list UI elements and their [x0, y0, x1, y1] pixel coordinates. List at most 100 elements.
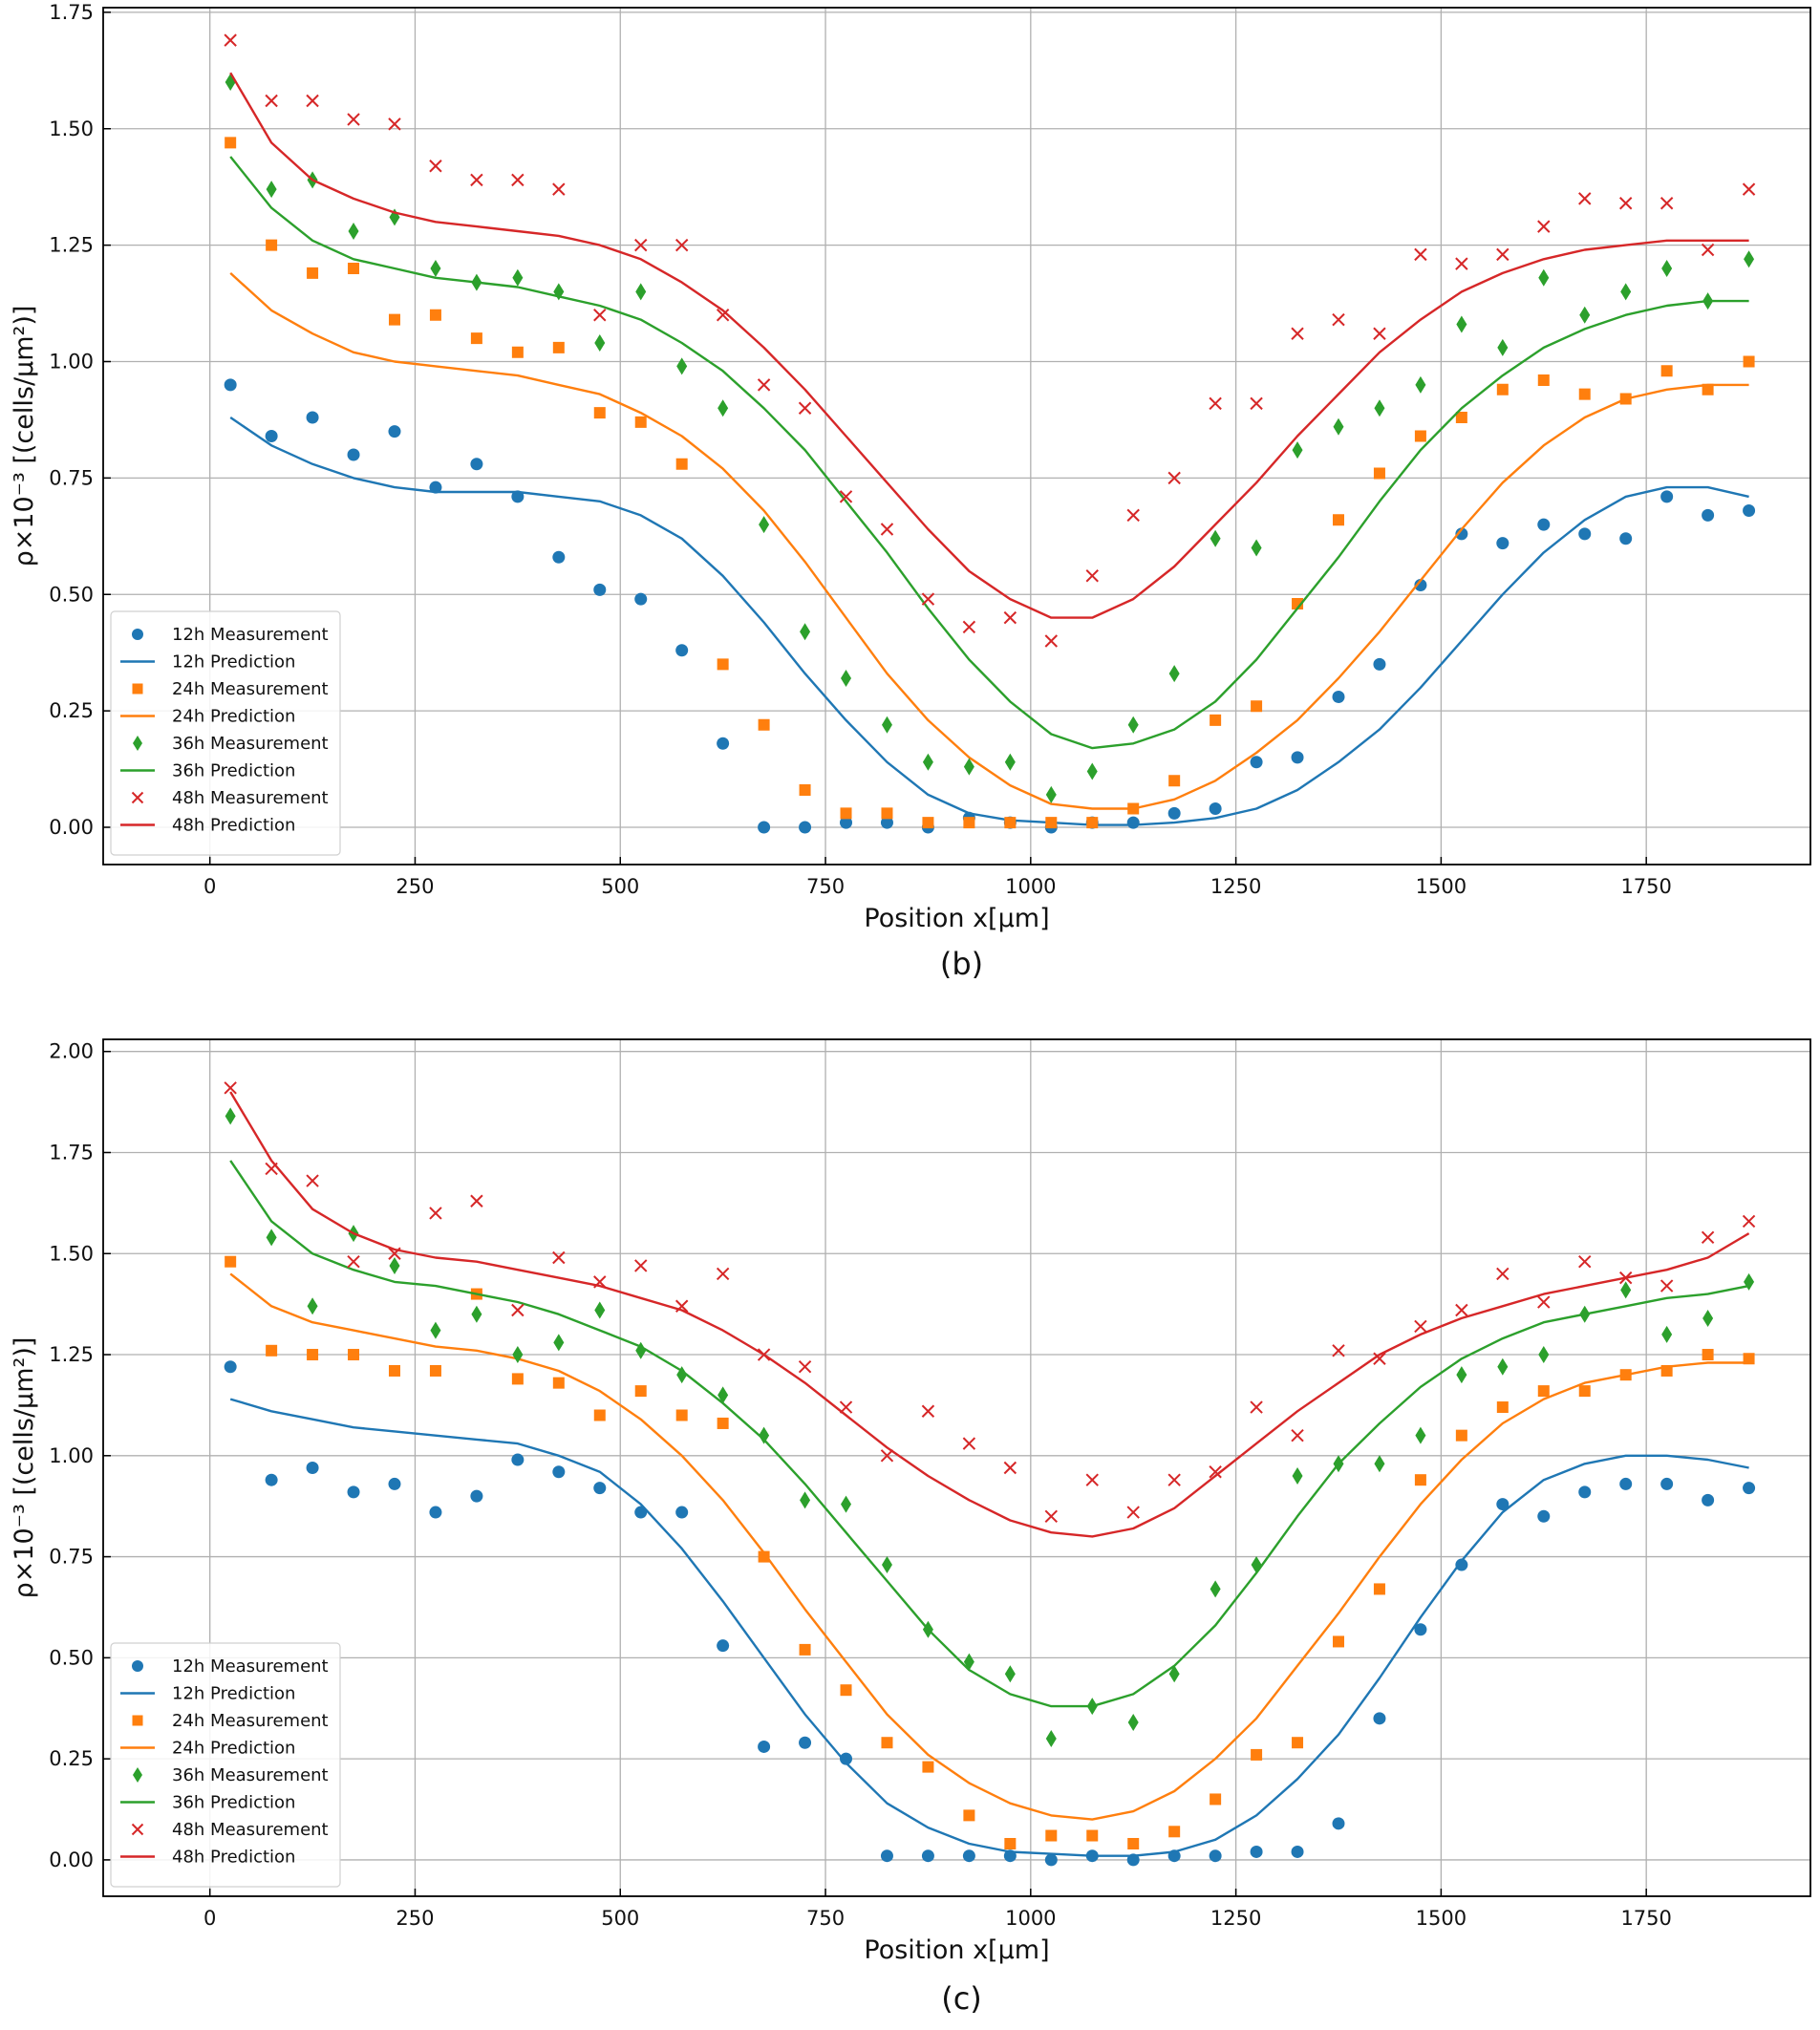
- data-point: [1168, 775, 1181, 787]
- data-point: [675, 644, 689, 657]
- data-point: [1414, 1623, 1427, 1636]
- data-point: [389, 1256, 400, 1274]
- x-tick-label: 1250: [1210, 875, 1261, 898]
- legend-label: 24h Measurement: [172, 1711, 329, 1731]
- data-point: [388, 1477, 401, 1490]
- data-point: [716, 1267, 730, 1281]
- data-point: [347, 1255, 360, 1269]
- data-point: [429, 1506, 442, 1519]
- data-point: [511, 490, 525, 503]
- x-tick-label: 250: [396, 1907, 434, 1930]
- data-point: [429, 481, 442, 494]
- data-point: [470, 1489, 483, 1503]
- legend: 12h Measurement 12h Prediction 24h Measure…: [110, 610, 341, 856]
- series-12h-measurement: [224, 378, 1756, 834]
- data-point: [1618, 197, 1633, 210]
- data-point: [759, 1426, 770, 1444]
- data-point: [1415, 375, 1426, 394]
- y-tick-label: 1.50: [49, 1242, 94, 1265]
- data-point: [841, 670, 852, 687]
- data-point: [388, 1364, 400, 1377]
- data-point: [593, 583, 607, 596]
- data-point: [1085, 1473, 1099, 1486]
- data-point: [1702, 1493, 1715, 1506]
- data-point: [921, 1849, 934, 1863]
- legend-label: 12h Measurement: [172, 1656, 329, 1677]
- data-point: [717, 737, 730, 750]
- data-point: [1332, 312, 1345, 327]
- data-point: [1167, 1473, 1181, 1486]
- data-point: [1414, 430, 1426, 442]
- data-point: [552, 182, 566, 196]
- data-point: [1744, 1272, 1755, 1291]
- data-point: [799, 1736, 812, 1749]
- data-point: [758, 1740, 771, 1753]
- series-line: [229, 1091, 1750, 1538]
- data-point: [265, 430, 278, 442]
- data-point: [1210, 529, 1221, 547]
- data-point: [1126, 816, 1140, 829]
- data-point: [1455, 412, 1467, 423]
- data-point: [841, 1495, 852, 1513]
- data-point: [1373, 1583, 1385, 1595]
- x-tick-label: 1750: [1620, 1907, 1671, 1930]
- legend-label: 24h Prediction: [172, 707, 295, 727]
- data-point: [265, 94, 278, 108]
- data-point: [675, 1409, 688, 1421]
- data-point: [717, 399, 729, 417]
- data-point: [1455, 1303, 1468, 1317]
- data-point: [1742, 182, 1756, 196]
- series-line: [229, 1160, 1749, 1708]
- chart-panel-c: 0 250 500 750 1000 1250 1500 1750 0.00 0.25 0.50 0.…: [10, 1038, 1811, 2017]
- data-point: [1578, 527, 1592, 541]
- data-point: [1659, 1279, 1674, 1293]
- y-tick-label: 1.00: [49, 1444, 94, 1467]
- data-point: [307, 1349, 319, 1361]
- data-point: [1292, 1737, 1304, 1749]
- data-point: [1578, 1385, 1591, 1398]
- data-point: [759, 516, 770, 534]
- data-point: [880, 523, 894, 536]
- data-point: [224, 1360, 237, 1374]
- data-point: [1414, 579, 1427, 591]
- data-point: [347, 113, 360, 126]
- data-point: [1004, 753, 1016, 771]
- data-point: [880, 816, 893, 829]
- data-point: [1620, 1281, 1632, 1299]
- data-point: [266, 181, 277, 199]
- data-point: [307, 267, 319, 279]
- data-point: [757, 378, 771, 392]
- legend-marker-handle: [132, 1715, 143, 1726]
- data-point: [1702, 1309, 1714, 1327]
- data-point: [1373, 1352, 1386, 1365]
- data-point: [1374, 399, 1385, 417]
- legend-label: 12h Measurement: [172, 625, 329, 645]
- data-point: [1086, 1829, 1099, 1842]
- data-point: [306, 94, 319, 108]
- x-tick-label: 1500: [1416, 875, 1467, 898]
- data-point: [881, 1737, 893, 1749]
- legend-marker-handle: [133, 1767, 142, 1783]
- data-point: [225, 1107, 236, 1125]
- data-point: [429, 309, 441, 321]
- legend-label: 36h Prediction: [172, 761, 295, 781]
- data-point: [1496, 247, 1510, 262]
- data-point: [1045, 1729, 1057, 1747]
- data-point: [1045, 1829, 1058, 1842]
- data-point: [1127, 716, 1139, 734]
- data-point: [1619, 1477, 1633, 1490]
- data-point: [1579, 306, 1591, 324]
- series-36h-measurement: [225, 74, 1755, 803]
- data-point: [840, 816, 853, 829]
- data-point: [1414, 1319, 1427, 1334]
- data-point: [1701, 1230, 1715, 1245]
- data-point: [470, 173, 483, 187]
- data-point: [800, 1491, 811, 1509]
- data-point: [1661, 1325, 1673, 1343]
- data-point: [1210, 1580, 1221, 1598]
- y-tick-label: 1.50: [49, 118, 94, 140]
- data-point: [1497, 1357, 1509, 1376]
- series-line: [229, 417, 1749, 826]
- data-point: [224, 378, 237, 392]
